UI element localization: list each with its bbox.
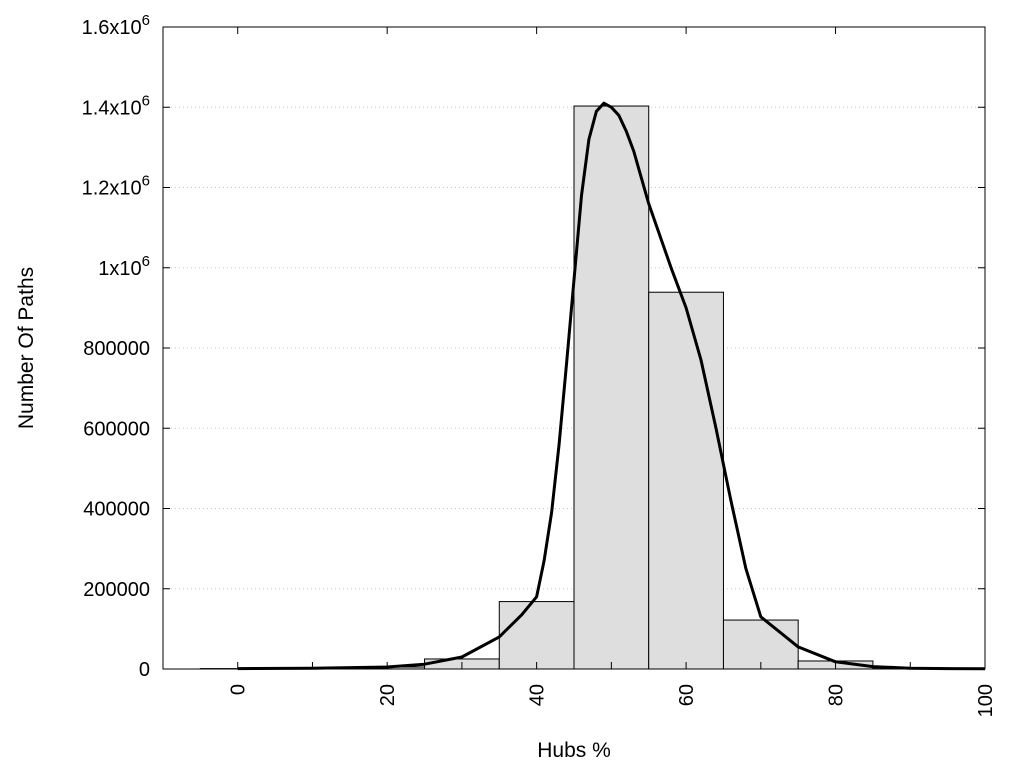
y-tick-label: 1.4x106 xyxy=(82,92,150,119)
x-tick-label: 80 xyxy=(826,684,848,706)
histogram-bar xyxy=(722,619,799,670)
x-tick-label: 100 xyxy=(975,684,997,717)
x-tick-label: 20 xyxy=(377,684,399,706)
histogram-bar xyxy=(648,291,724,670)
axis-ticks xyxy=(163,26,986,670)
density-curve xyxy=(237,101,986,671)
density-curve-layer xyxy=(237,101,986,671)
histogram-bars xyxy=(199,105,986,670)
x-tick-label: 0 xyxy=(228,684,250,695)
histogram-bar xyxy=(573,105,650,670)
x-tick-labels: 0 20 40 60 80 100 xyxy=(228,684,997,717)
x-tick-label: 40 xyxy=(527,684,549,706)
y-axis-title: Number Of Paths xyxy=(15,267,38,429)
y-tick-label: 1.2x106 xyxy=(82,173,150,200)
y-tick-label: 800000 xyxy=(83,338,150,360)
y-tick-label: 600000 xyxy=(83,418,150,440)
y-tick-labels: 0 200000 400000 600000 800000 1x106 1.2x106 1.4… xyxy=(82,12,150,681)
y-tick-label: 400000 xyxy=(83,499,150,521)
grid-lines xyxy=(163,106,985,590)
y-tick-label: 1.6x106 xyxy=(82,12,150,39)
x-axis-title: Hubs % xyxy=(537,739,611,762)
y-tick-label: 1x106 xyxy=(98,253,150,280)
histogram-bar xyxy=(498,601,575,670)
y-tick-label: 0 xyxy=(139,659,150,681)
y-tick-label: 200000 xyxy=(83,579,150,601)
x-tick-label: 60 xyxy=(676,684,698,706)
